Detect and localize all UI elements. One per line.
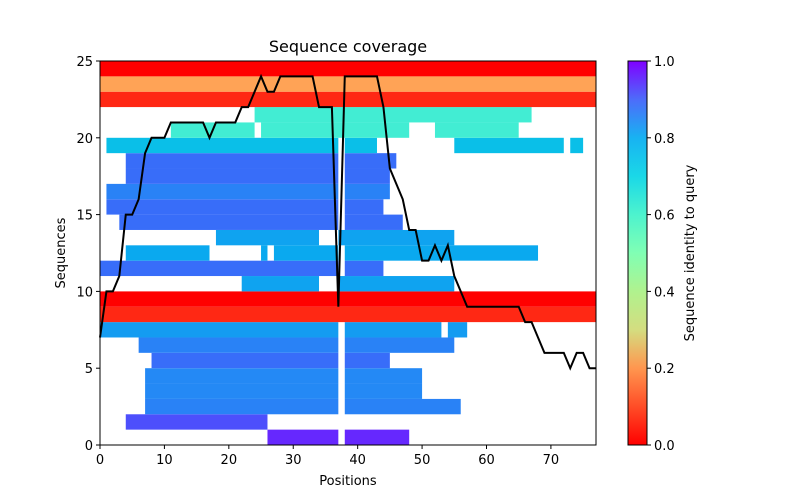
x-axis-label: Positions bbox=[319, 474, 377, 489]
y-tick-label: 0 bbox=[85, 439, 93, 454]
coverage-bar-seq-19 bbox=[106, 137, 339, 154]
coverage-bar-seq-11 bbox=[344, 260, 384, 277]
coverage-line-group bbox=[99, 73, 596, 371]
coverage-bar-seq-19 bbox=[570, 137, 584, 154]
coverage-bar-seq-3 bbox=[145, 383, 339, 399]
coverage-bar-seq-5 bbox=[151, 352, 339, 369]
coverage-bar-seq-16 bbox=[106, 183, 339, 200]
coverage-bar-seq-15 bbox=[106, 199, 339, 215]
y-tick-label: 10 bbox=[76, 285, 93, 300]
coverage-bar-seq-21 bbox=[254, 107, 532, 123]
colorbar-gradient bbox=[627, 60, 648, 446]
x-tick-label: 20 bbox=[221, 453, 238, 468]
x-axis: 0 10 20 30 40 50 60 70 bbox=[96, 445, 559, 468]
coverage-bar-seq-4 bbox=[145, 368, 339, 384]
coverage-bar-seq-16 bbox=[344, 183, 390, 200]
coverage-bar-seq-24 bbox=[100, 61, 596, 77]
coverage-bar-seq-14 bbox=[119, 214, 339, 230]
x-tick-label: 40 bbox=[349, 453, 366, 468]
colorbar-tick-label: 0.8 bbox=[654, 132, 675, 147]
coverage-bar-seq-18 bbox=[344, 153, 397, 169]
coverage-bar-seq-9 bbox=[100, 291, 596, 307]
coverage-bar-seq-12 bbox=[261, 245, 268, 261]
coverage-bar-seq-12 bbox=[125, 245, 210, 261]
x-tick-label: 30 bbox=[285, 453, 302, 468]
colorbar-tick-label: 1.0 bbox=[654, 55, 675, 70]
coverage-bar-seq-7 bbox=[344, 322, 442, 338]
coverage-bar-seq-13 bbox=[215, 229, 320, 246]
y-tick-label: 5 bbox=[85, 362, 93, 377]
y-tick-label: 25 bbox=[76, 55, 93, 70]
colorbar: 0.0 0.2 0.4 0.6 0.8 1.0 Sequence identity to … bbox=[627, 55, 698, 454]
coverage-bar-seq-0 bbox=[267, 429, 339, 445]
coverage-bar-seq-4 bbox=[344, 368, 423, 384]
colorbar-tick-label: 0.4 bbox=[654, 285, 675, 300]
coverage-bar-seq-11 bbox=[100, 260, 339, 277]
plot-frame bbox=[99, 60, 597, 446]
chart-title: Sequence coverage bbox=[269, 37, 427, 56]
coverage-bar-seq-19 bbox=[344, 137, 377, 154]
y-axis-label: Sequences bbox=[54, 217, 69, 288]
colorbar-ticks: 0.0 0.2 0.4 0.6 0.8 1.0 bbox=[647, 55, 675, 454]
coverage-bar-seq-5 bbox=[344, 352, 390, 369]
coverage-bar-seq-23 bbox=[100, 76, 596, 92]
colorbar-label: Sequence identity to query bbox=[683, 164, 698, 341]
coverage-bar-seq-12 bbox=[344, 245, 539, 261]
colorbar-tick-label: 0.0 bbox=[654, 439, 675, 454]
coverage-bars bbox=[100, 61, 596, 445]
y-tick-label: 20 bbox=[76, 132, 93, 147]
colorbar-tick-label: 0.2 bbox=[654, 362, 675, 377]
x-tick-label: 50 bbox=[414, 453, 431, 468]
coverage-bar-seq-3 bbox=[344, 383, 423, 399]
coverage-bar-seq-20 bbox=[434, 122, 519, 138]
coverage-bar-seq-10 bbox=[241, 276, 320, 292]
coverage-bar-seq-1 bbox=[125, 414, 268, 430]
coverage-bar-seq-12 bbox=[273, 245, 339, 261]
coverage-bar-seq-18 bbox=[125, 153, 339, 169]
x-tick-label: 0 bbox=[96, 453, 104, 468]
x-tick-label: 60 bbox=[478, 453, 495, 468]
coverage-line bbox=[99, 73, 596, 371]
coverage-bar-seq-19 bbox=[454, 137, 564, 154]
coverage-bar-seq-14 bbox=[344, 214, 403, 230]
coverage-bar-seq-15 bbox=[344, 199, 384, 215]
coverage-bar-seq-22 bbox=[100, 91, 596, 108]
coverage-bar-seq-6 bbox=[344, 337, 455, 353]
coverage-bar-seq-0 bbox=[344, 429, 410, 445]
y-tick-label: 15 bbox=[76, 209, 93, 224]
coverage-bar-seq-7 bbox=[100, 322, 339, 338]
coverage-bar-seq-2 bbox=[145, 398, 339, 415]
colorbar-tick-label: 0.6 bbox=[654, 209, 675, 224]
coverage-bar-seq-13 bbox=[338, 229, 455, 246]
coverage-bar-seq-17 bbox=[344, 168, 390, 184]
coverage-bar-seq-10 bbox=[338, 276, 455, 292]
coverage-bar-seq-17 bbox=[125, 168, 339, 184]
coverage-bar-seq-8 bbox=[100, 306, 596, 323]
y-axis: 0 5 10 15 20 25 bbox=[76, 55, 100, 454]
coverage-bar-seq-20 bbox=[261, 122, 410, 138]
x-tick-label: 70 bbox=[543, 453, 560, 468]
coverage-bar-seq-2 bbox=[344, 398, 461, 415]
coverage-bar-seq-6 bbox=[138, 337, 339, 353]
coverage-bar-seq-7 bbox=[447, 322, 468, 338]
x-tick-label: 10 bbox=[156, 453, 173, 468]
